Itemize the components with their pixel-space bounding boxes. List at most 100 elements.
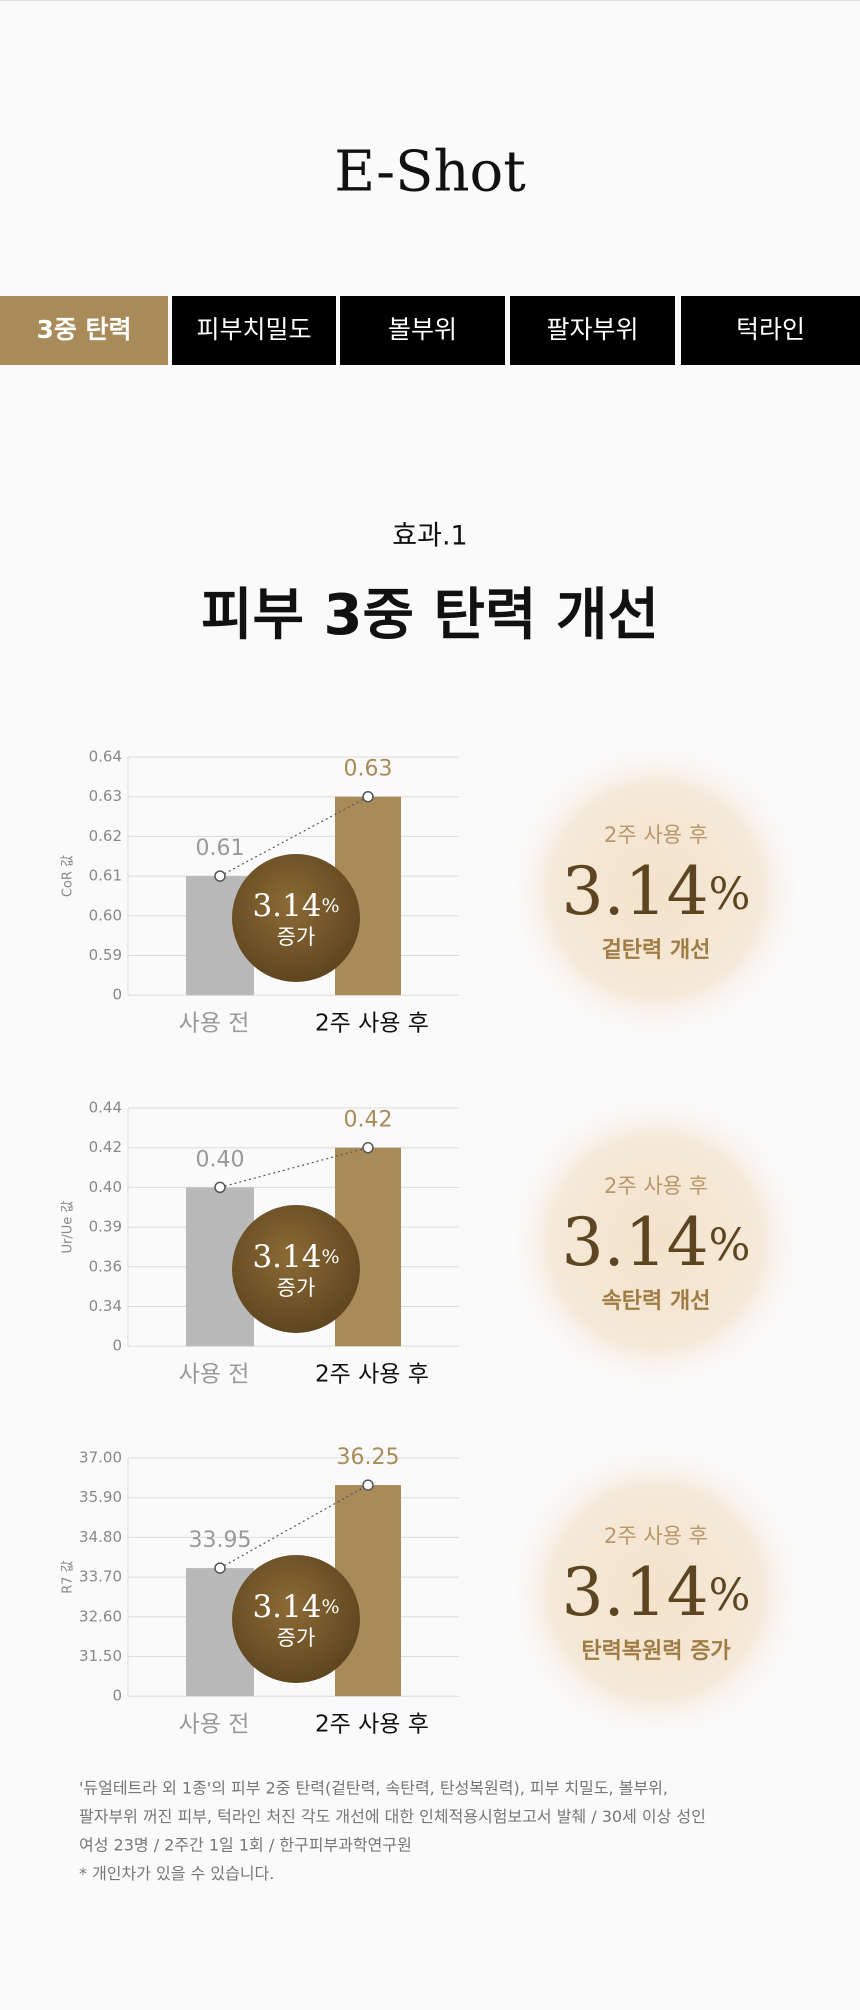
badge-number: 3.14 — [252, 1239, 321, 1275]
value-dot — [214, 1181, 226, 1194]
y-tick-label: 32.60 — [79, 1607, 122, 1625]
y-tick-label: 0.42 — [89, 1138, 122, 1156]
chart: 0 0.34 0.36 0.39 0.40 0.42 0.44 Ur/Ue 값사용 전 0.40… — [61, 1092, 806, 1392]
y-tick-label: 31.50 — [79, 1647, 122, 1665]
value-label: 0.40 — [196, 1147, 245, 1172]
value-label: 33.95 — [189, 1528, 252, 1553]
summary-caption: 2주 사용 후 — [604, 1524, 708, 1548]
chart: 0 0.59 0.60 0.61 0.62 0.63 0.64 CoR 값사용 전 0.61 2주… — [61, 741, 806, 1041]
y-tick-label: 0.62 — [89, 827, 122, 845]
tab-label: 피부치밀도 — [196, 315, 311, 344]
category-label: 사용 전 — [179, 1011, 250, 1037]
value-label: 0.42 — [344, 1108, 393, 1133]
trend-line — [219, 1147, 369, 1188]
y-axis-label: R7 값 — [61, 1560, 76, 1593]
y-tick-label: 0 — [112, 1337, 122, 1355]
y-tick-label: 0.34 — [89, 1297, 122, 1315]
footnote: * 개인차가 있을 수 있습니다. — [79, 1864, 274, 1883]
badge-value: 3.14% — [252, 1589, 339, 1625]
summary-circle — [506, 741, 806, 1041]
summary-circle — [506, 1092, 806, 1392]
summary-number: 3.14 — [562, 1204, 709, 1281]
y-tick-label: 0 — [112, 986, 122, 1004]
category-label: 사용 전 — [179, 1712, 250, 1738]
summary-caption: 2주 사용 후 — [604, 823, 708, 847]
badge-unit: % — [321, 1596, 339, 1618]
tab[interactable]: 3중 탄력 — [0, 296, 168, 365]
y-tick-label: 0 — [112, 1687, 122, 1705]
y-tick-label: 0.59 — [89, 946, 122, 964]
summary-value: 3.14% — [562, 1554, 751, 1631]
value-dot — [214, 870, 226, 882]
value-dot — [362, 1479, 374, 1491]
summary-value: 3.14% — [562, 853, 751, 930]
y-tick-label: 33.70 — [79, 1568, 122, 1586]
y-tick-label: 37.00 — [79, 1449, 122, 1467]
value-dot — [362, 790, 374, 803]
y-tick-label: 0.63 — [89, 787, 122, 805]
tab-label: 볼부위 — [388, 315, 457, 344]
footnote: '듀얼테트라 외 1종'의 피부 2중 탄력(겉탄력, 속탄력, 탄성복원력),… — [79, 1779, 668, 1798]
section-title: 피부 3중 탄력 개선 — [201, 583, 659, 648]
summary-number: 3.14 — [562, 853, 709, 930]
y-tick-label: 35.90 — [79, 1488, 122, 1506]
y-tick-label: 0.40 — [89, 1178, 122, 1196]
value-dot — [214, 1562, 226, 1574]
y-tick-label: 34.80 — [79, 1528, 122, 1546]
value-dot — [362, 1141, 374, 1154]
badge-circle — [232, 1205, 360, 1333]
badge-number: 3.14 — [252, 1589, 321, 1625]
badge-unit: % — [321, 895, 339, 917]
tab-label: 팔자부위 — [546, 315, 638, 344]
tab-label: 3중 탄력 — [36, 315, 131, 344]
tab[interactable]: 볼부위 — [340, 296, 505, 365]
tab[interactable]: 피부치밀도 — [172, 296, 336, 365]
y-tick-label: 0.39 — [89, 1218, 122, 1236]
summary-number: 3.14 — [562, 1554, 709, 1631]
footnote: 팔자부위 꺼진 피부, 턱라인 처진 각도 개선에 대한 인체적용시험보고서 발… — [79, 1807, 706, 1826]
trend-line — [219, 1484, 369, 1569]
tab-label: 턱라인 — [736, 315, 805, 344]
category-label: 사용 전 — [179, 1362, 250, 1388]
brand-title: E-Shot — [334, 140, 526, 205]
badge-number: 3.14 — [252, 888, 321, 924]
tab-background — [0, 296, 168, 365]
footnote: 여성 23명 / 2주간 1일 1회 / 한구피부과학연구원 — [79, 1836, 412, 1855]
y-axis-label: CoR 값 — [61, 855, 76, 897]
category-label: 2주 사용 후 — [315, 1712, 429, 1738]
tab-background — [510, 296, 675, 365]
summary-caption: 2주 사용 후 — [604, 1174, 708, 1198]
badge-value: 3.14% — [252, 888, 339, 924]
badge-circle — [232, 1555, 360, 1683]
summary-circle — [506, 1442, 806, 1742]
section-label: 효과.1 — [392, 521, 467, 552]
tab-background — [172, 296, 336, 365]
summary-unit: % — [709, 1570, 751, 1621]
badge-value: 3.14% — [252, 1239, 339, 1275]
charts: 0 0.59 0.60 0.61 0.62 0.63 0.64 CoR 값사용 전 0.61 2주… — [61, 741, 806, 1742]
chart: 0 31.50 32.60 33.70 34.80 35.90 37.00 R7 값사용 전 3… — [61, 1442, 806, 1742]
summary-label: 탄력복원력 증가 — [581, 1639, 730, 1664]
tab[interactable]: 팔자부위 — [510, 296, 675, 365]
footnotes: '듀얼테트라 외 1종'의 피부 2중 탄력(겉탄력, 속탄력, 탄성복원력),… — [79, 1779, 706, 1884]
y-tick-label: 0.60 — [89, 906, 122, 924]
tab-bar: 3중 탄력 피부치밀도 볼부위 팔자부위 턱라인 — [0, 296, 860, 365]
summary-value: 3.14% — [562, 1204, 751, 1281]
badge-unit: % — [321, 1246, 339, 1268]
badge-label: 증가 — [277, 1626, 316, 1650]
value-label: 0.63 — [344, 757, 393, 782]
y-axis-label: Ur/Ue 값 — [61, 1201, 76, 1254]
summary-label: 속탄력 개선 — [602, 1289, 711, 1314]
summary-label: 겉탄력 개선 — [602, 938, 711, 963]
tab[interactable]: 턱라인 — [681, 296, 860, 365]
badge-label: 증가 — [277, 925, 316, 949]
tab-background — [340, 296, 505, 365]
y-tick-label: 0.36 — [89, 1257, 122, 1275]
y-tick-label: 0.61 — [89, 867, 122, 885]
value-label: 36.25 — [337, 1445, 400, 1470]
y-tick-label: 0.64 — [89, 748, 122, 766]
badge-circle — [232, 854, 360, 982]
